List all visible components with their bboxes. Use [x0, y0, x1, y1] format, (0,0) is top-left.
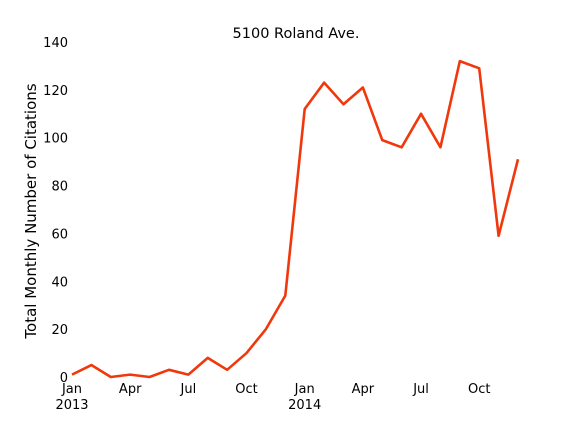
x-tick-year-label: 2013	[55, 398, 88, 413]
x-tick-label: Oct	[468, 382, 490, 397]
y-axis-ticks: 0 20 40 60 80 100 120 140	[43, 36, 68, 386]
chart-title: 5100 Roland Ave.	[233, 26, 360, 42]
y-axis-label: Total Monthly Number of Citations	[22, 83, 40, 339]
y-tick-label: 140	[43, 36, 68, 51]
y-tick-label: 120	[43, 84, 68, 99]
series-layer	[71, 59, 520, 379]
x-tick-label: Jan	[294, 382, 315, 397]
y-tick-label: 60	[51, 227, 68, 242]
x-tick-label: Apr	[119, 382, 142, 397]
y-tick-label: 100	[43, 132, 68, 147]
y-tick-label: 20	[51, 323, 68, 338]
x-tick-label: Jul	[180, 382, 197, 397]
y-tick-label: 0	[60, 371, 68, 386]
x-tick-label: Apr	[352, 382, 375, 397]
y-tick-label: 40	[51, 275, 68, 290]
series-line	[71, 59, 520, 379]
x-tick-label: Jul	[412, 382, 429, 397]
x-tick-year-label: 2014	[288, 398, 321, 413]
x-tick-label: Oct	[235, 382, 257, 397]
x-tick-label: Jan	[61, 382, 82, 397]
y-tick-label: 80	[51, 180, 68, 195]
